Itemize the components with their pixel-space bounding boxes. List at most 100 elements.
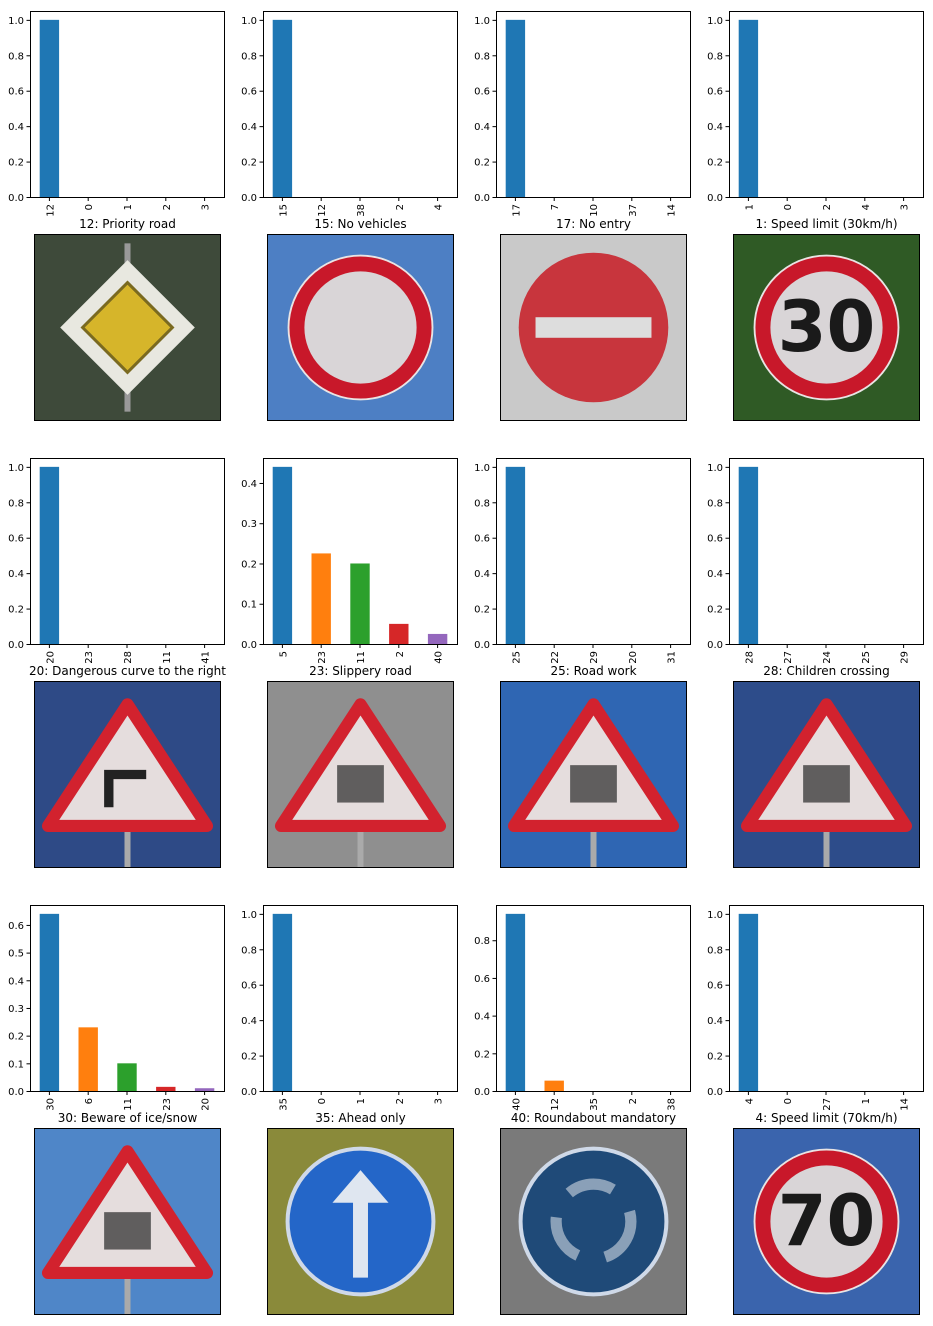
x-tick-label: 2 (395, 204, 406, 210)
y-tick-label: 0.2 (8, 158, 24, 169)
x-tick-label: 3 (201, 204, 212, 210)
sign-title: 30: Beware of ice/snow (58, 1111, 198, 1125)
sign-roundabout-arrows (550, 1178, 637, 1265)
x-tick-label: 25 (511, 651, 522, 664)
x-tick-label: 15 (278, 204, 289, 217)
bar (505, 913, 526, 1091)
y-tick-label: 0.6 (707, 87, 723, 98)
bar (389, 623, 409, 644)
y-tick-label: 0.8 (474, 936, 490, 947)
axes-frame (30, 458, 225, 645)
sign-post (124, 811, 131, 868)
sign-white-bar (535, 317, 652, 338)
y-tick-label: 0.0 (241, 193, 257, 204)
y-tick-label: 0.6 (241, 87, 257, 98)
y-tick-label: 0.4 (241, 122, 257, 133)
y-tick-label: 0.0 (474, 1087, 490, 1098)
axes-frame (263, 11, 458, 198)
y-tick-label: 0.4 (474, 1012, 490, 1023)
y-tick-label: 0.8 (474, 51, 490, 62)
y-tick-label: 0.4 (707, 122, 723, 133)
y-tick-label: 0.0 (707, 640, 723, 651)
x-tick-label: 1 (123, 204, 134, 210)
y-tick-label: 0.8 (707, 498, 723, 509)
bar (272, 19, 293, 197)
x-tick-label: 28 (123, 651, 134, 664)
axes-frame (729, 458, 924, 645)
y-tick-label: 0.6 (8, 534, 24, 545)
x-tick-label: 0 (317, 1098, 328, 1104)
y-tick-label: 0.2 (474, 1049, 490, 1060)
bar (272, 913, 293, 1091)
x-tick-label: 12 (550, 1098, 561, 1111)
bar (505, 19, 526, 197)
sign-title: 40: Roundabout mandatory (511, 1111, 676, 1125)
y-tick-label: 0.8 (474, 498, 490, 509)
y-tick-label: 0.6 (8, 87, 24, 98)
x-tick-label: 11 (356, 651, 367, 664)
bar (738, 19, 759, 197)
x-tick-label: 37 (628, 204, 639, 217)
bar (738, 466, 759, 644)
y-tick-label: 1.0 (8, 463, 24, 474)
sign-title: 1: Speed limit (30km/h) (755, 217, 897, 231)
bar (272, 466, 293, 644)
sign-title: 4: Speed limit (70km/h) (755, 1111, 897, 1125)
x-tick-label: 0 (783, 204, 794, 210)
y-tick-label: 0.4 (707, 1016, 723, 1027)
sign-symbol (104, 769, 147, 808)
y-tick-label: 0.5 (8, 949, 24, 960)
y-tick-label: 0.6 (474, 87, 490, 98)
sign-image: 70 (733, 1128, 920, 1315)
sign-title: 28: Children crossing (763, 664, 890, 678)
x-tick-label: 1 (744, 204, 755, 210)
bar (194, 1088, 215, 1091)
y-tick-label: 0.2 (8, 1032, 24, 1043)
bar (544, 1080, 564, 1091)
sign-title: 25: Road work (550, 664, 636, 678)
bar (39, 466, 60, 644)
sign-symbol (104, 1212, 151, 1250)
sign-image-frame (733, 681, 920, 868)
chart-panel: 0.0 0.2 0.4 0.6 0.8 1.0 17 7 10 37 14 17: No entry (474, 11, 691, 421)
axes-frame (729, 905, 924, 1092)
axes-frame (263, 905, 458, 1092)
y-tick-label: 0.4 (8, 122, 24, 133)
x-tick-label: 2 (162, 204, 173, 210)
sign-arrow-up (332, 1170, 389, 1278)
sign-title: 12: Priority road (79, 217, 176, 231)
bar (156, 1086, 176, 1091)
x-tick-label: 40 (434, 651, 445, 664)
chart-panel: 0.0 0.2 0.4 0.6 0.8 1.0 28 27 24 25 29 28: Children… (707, 458, 924, 868)
x-tick-label: 2 (395, 1098, 406, 1104)
y-tick-label: 0.8 (8, 498, 24, 509)
chart-panel: 0.0 0.2 0.4 0.6 0.8 1.0 1 0 2 4 3 1: Speed limit (3… (707, 11, 924, 421)
y-tick-label: 1.0 (707, 463, 723, 474)
sign-post (590, 811, 597, 868)
y-tick-label: 0.1 (241, 600, 257, 611)
sign-symbol (337, 765, 384, 803)
axes-frame (30, 11, 225, 198)
sign-post (124, 1258, 131, 1315)
x-tick-label: 23 (84, 651, 95, 664)
y-tick-label: 0.2 (707, 1052, 723, 1063)
sign-post (357, 811, 364, 868)
y-tick-label: 0.3 (241, 519, 257, 530)
chart-panel: 0.00.20.40.60.81.012 0 1 2 312: Priority roa… (8, 11, 225, 421)
x-tick-label: 11 (123, 1098, 134, 1111)
bar (117, 1063, 137, 1091)
sign-title: 17: No entry (556, 217, 631, 231)
x-tick-label: 2 (395, 651, 406, 657)
chart-panel: 0.0 0.2 0.4 0.6 0.8 1.0 4 0 27 1 144: Speed limit … (707, 905, 924, 1315)
x-tick-label: 41 (201, 651, 212, 664)
x-tick-label: 12 (317, 204, 328, 217)
sign-image (34, 234, 221, 421)
y-tick-label: 0.6 (474, 974, 490, 985)
x-tick-label: 20 (45, 651, 56, 664)
sign-diamond-inner (80, 280, 175, 375)
x-tick-label: 14 (900, 1098, 911, 1111)
x-tick-label: 11 (162, 651, 173, 664)
